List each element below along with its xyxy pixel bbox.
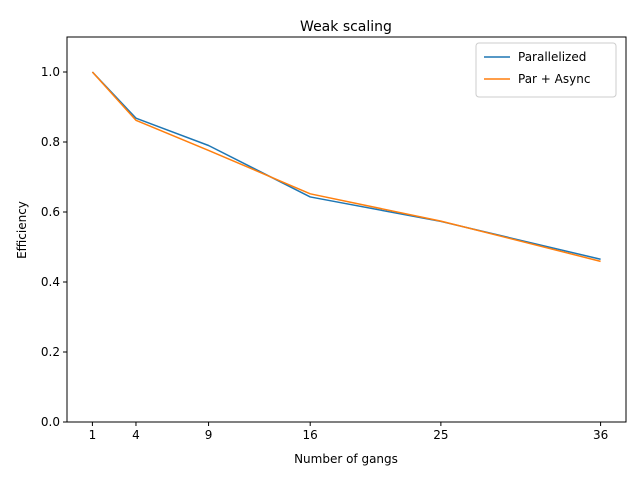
y-tick-label: 0.0 bbox=[41, 415, 60, 429]
x-axis: 1 4 9 16 25 36 bbox=[89, 422, 608, 442]
chart-title: Weak scaling bbox=[300, 19, 392, 35]
x-tick-label: 36 bbox=[593, 428, 608, 442]
y-tick-label: 1.0 bbox=[41, 65, 60, 79]
x-tick-label: 1 bbox=[89, 428, 97, 442]
plot-area-frame bbox=[66, 36, 627, 423]
legend-label: Par + Async bbox=[518, 72, 590, 86]
legend-label: Parallelized bbox=[518, 50, 586, 64]
y-tick-label: 0.4 bbox=[41, 275, 60, 289]
y-tick-label: 0.6 bbox=[41, 205, 60, 219]
y-tick-label: 0.8 bbox=[41, 135, 60, 149]
x-tick-label: 9 bbox=[205, 428, 213, 442]
y-axis-label: Efficiency bbox=[15, 201, 29, 259]
x-tick-label: 16 bbox=[303, 428, 318, 442]
y-axis: 0.0 0.2 0.4 0.6 0.8 1.0 bbox=[41, 65, 67, 429]
x-tick-label: 4 bbox=[132, 428, 140, 442]
x-tick-label: 25 bbox=[433, 428, 448, 442]
legend-box bbox=[475, 42, 617, 98]
y-tick-label: 0.2 bbox=[41, 345, 60, 359]
x-axis-label: Number of gangs bbox=[294, 452, 398, 466]
legend: Parallelized Par + Async bbox=[475, 42, 617, 98]
series-line-2 bbox=[91, 71, 601, 263]
series-layer bbox=[91, 71, 601, 263]
